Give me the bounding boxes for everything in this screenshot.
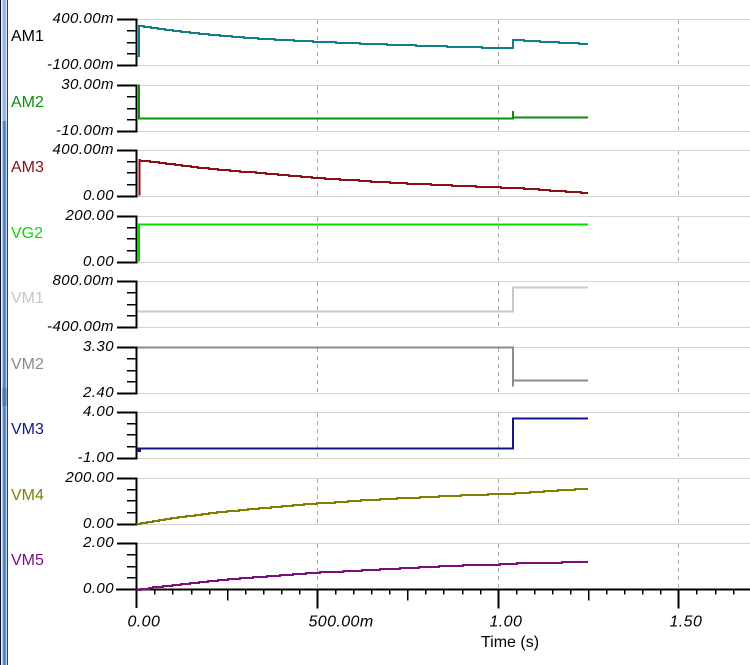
- svg-text:AM3: AM3: [11, 159, 44, 176]
- svg-text:VM5: VM5: [11, 552, 44, 569]
- svg-text:AM2: AM2: [11, 94, 44, 111]
- svg-text:0.00: 0.00: [83, 580, 114, 597]
- svg-text:500.00m: 500.00m: [309, 614, 374, 631]
- svg-text:30.00m: 30.00m: [61, 76, 114, 93]
- svg-text:VM1: VM1: [11, 290, 44, 307]
- svg-text:2.40: 2.40: [82, 384, 114, 401]
- svg-text:0.00: 0.00: [128, 614, 161, 631]
- svg-text:-100.00m: -100.00m: [47, 56, 114, 73]
- svg-text:-400.00m: -400.00m: [47, 318, 114, 335]
- svg-text:Time (s): Time (s): [481, 634, 539, 651]
- svg-text:VG2: VG2: [11, 225, 43, 242]
- svg-text:-10.00m: -10.00m: [56, 122, 114, 139]
- svg-text:AM1: AM1: [11, 28, 44, 45]
- svg-text:VM4: VM4: [11, 487, 44, 504]
- svg-text:0.00: 0.00: [83, 515, 114, 532]
- svg-text:1.50: 1.50: [670, 614, 703, 631]
- svg-text:VM3: VM3: [11, 421, 44, 438]
- svg-text:2.00: 2.00: [82, 534, 114, 551]
- svg-text:200.00: 200.00: [64, 207, 114, 224]
- svg-text:400.00m: 400.00m: [52, 10, 114, 27]
- svg-text:4.00: 4.00: [83, 403, 114, 420]
- svg-text:1.00: 1.00: [490, 614, 523, 631]
- svg-text:-1.00: -1.00: [78, 449, 115, 466]
- svg-text:3.30: 3.30: [83, 338, 114, 355]
- svg-text:VM2: VM2: [11, 356, 44, 373]
- svg-text:0.00: 0.00: [83, 253, 114, 270]
- svg-text:200.00: 200.00: [64, 469, 114, 486]
- svg-text:400.00m: 400.00m: [52, 141, 114, 158]
- svg-text:800.00m: 800.00m: [52, 272, 114, 289]
- svg-text:0.00: 0.00: [83, 187, 114, 204]
